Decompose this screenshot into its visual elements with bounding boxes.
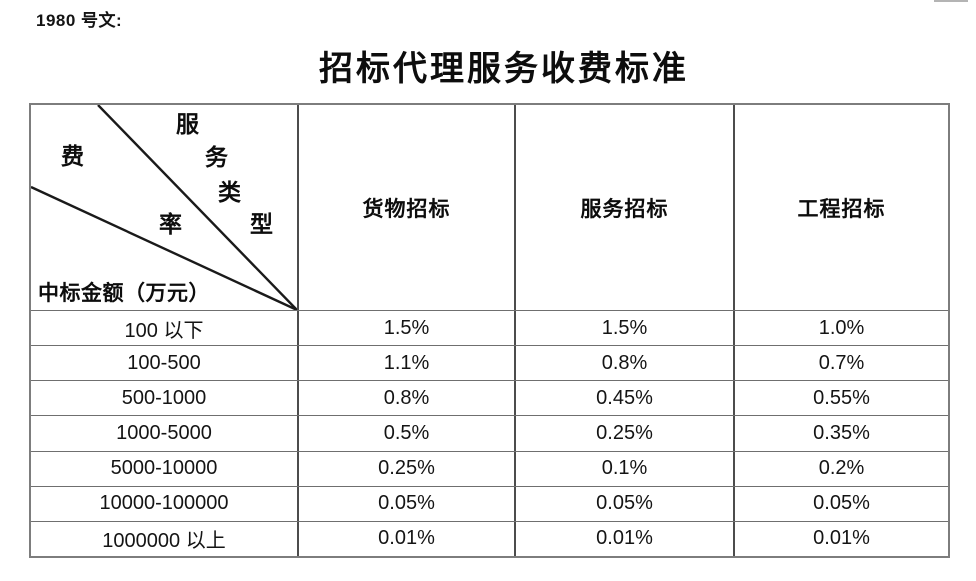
rate-value: 0.2% (818, 457, 865, 480)
rate-value: 0.25% (596, 421, 653, 444)
rate-cell-engineering: 0.7% (733, 346, 948, 381)
amount-range-label: 1000-5000 (116, 421, 212, 444)
rate-cell-service: 1.5% (514, 311, 733, 346)
rate-cell-goods: 0.8% (297, 381, 514, 416)
rate-cell-service: 0.25% (514, 416, 733, 451)
rate-cell-engineering: 0.55% (733, 381, 948, 416)
table-body: 100 以下 1.5% 1.5% 1.0% 100-500 (31, 310, 948, 556)
rate-value: 0.05% (596, 492, 653, 515)
rate-value: 0.01% (813, 527, 870, 550)
rate-cell-goods: 0.05% (297, 486, 514, 521)
rate-value: 0.7% (818, 351, 865, 374)
rate-cell-engineering: 0.05% (733, 486, 948, 521)
corner-label-service-type-char: 型 (250, 212, 273, 237)
amount-range-label: 10000-100000 (99, 492, 229, 515)
column-header-goods-tender: 货物招标 (297, 105, 514, 310)
amount-range-cell: 5000-10000 (31, 452, 297, 486)
rate-cell-service: 0.1% (514, 451, 733, 486)
amount-range-cell: 1000000 以上 (31, 522, 297, 556)
rate-value: 0.01% (378, 527, 435, 550)
amount-range-label: 100 以下 (124, 319, 204, 342)
table-header-row: 服 务 类 型 费 率 中标金额（万元） 货物招标 服务招标 工程招标 (31, 105, 948, 310)
rate-value: 0.8% (383, 386, 430, 409)
page-title: 招标代理服务收费标准 (319, 51, 689, 88)
amount-range-label: 100-500 (127, 351, 201, 374)
rate-value: 0.01% (596, 527, 653, 550)
rate-cell-goods: 1.1% (297, 346, 514, 381)
rate-value: 0.45% (596, 386, 653, 409)
corner-label-service-type-char: 类 (218, 180, 241, 205)
rate-value: 0.5% (383, 421, 430, 444)
table-row: 100 以下 1.5% 1.5% 1.0% (31, 310, 948, 346)
corner-label-fee-rate-char: 率 (159, 212, 182, 237)
rate-cell-service: 0.45% (514, 381, 733, 416)
rate-cell-goods: 0.5% (297, 416, 514, 451)
column-header-engineering-tender: 工程招标 (733, 105, 948, 310)
column-header-service-tender: 服务招标 (514, 105, 733, 310)
amount-range-cell: 100 以下 (31, 311, 297, 345)
diagonal-split-lines (31, 105, 297, 310)
corner-label-bid-amount: 中标金额（万元） (38, 281, 210, 305)
rate-value: 0.8% (601, 351, 648, 374)
amount-range-cell: 500-1000 (31, 381, 297, 415)
table-row: 5000-10000 0.25% 0.1% 0.2% (31, 450, 948, 486)
amount-range-cell: 10000-100000 (31, 487, 297, 521)
document-ref-label: 1980 号文: (36, 11, 123, 30)
rate-value: 0.1% (601, 457, 648, 480)
rate-cell-engineering: 0.2% (733, 451, 948, 486)
rate-cell-service: 0.01% (514, 521, 733, 556)
diagonal-corner-cell: 服 务 类 型 费 率 中标金额（万元） (31, 105, 297, 310)
rate-cell-goods: 0.01% (297, 521, 514, 556)
rate-value: 0.05% (813, 492, 870, 515)
screen-edge-artifact (934, 0, 968, 2)
corner-label-service-type-char: 务 (205, 145, 228, 170)
rate-value: 0.25% (378, 457, 435, 480)
rate-value: 1.1% (383, 351, 430, 374)
rate-value: 0.05% (378, 492, 435, 515)
amount-range-label: 5000-10000 (110, 457, 218, 480)
table-row: 10000-100000 0.05% 0.05% 0.05% (31, 485, 948, 521)
rate-value: 0.55% (813, 386, 870, 409)
rate-value: 1.0% (818, 316, 865, 339)
table-row: 100-500 1.1% 0.8% 0.7% (31, 345, 948, 381)
rate-cell-goods: 1.5% (297, 311, 514, 346)
rate-value: 1.5% (601, 316, 648, 339)
corner-label-service-type-char: 服 (176, 112, 199, 137)
rate-cell-service: 0.05% (514, 486, 733, 521)
rate-cell-goods: 0.25% (297, 451, 514, 486)
amount-range-cell: 100-500 (31, 346, 297, 380)
rate-cell-engineering: 1.0% (733, 311, 948, 346)
rate-cell-engineering: 0.35% (733, 416, 948, 451)
rate-value: 0.35% (813, 421, 870, 444)
fee-standard-table: 服 务 类 型 费 率 中标金额（万元） 货物招标 服务招标 工程招标 100 … (29, 103, 950, 558)
amount-range-cell: 1000-5000 (31, 416, 297, 450)
amount-range-label: 1000000 以上 (102, 530, 226, 553)
rate-value: 1.5% (383, 316, 430, 339)
rate-cell-engineering: 0.01% (733, 521, 948, 556)
amount-range-label: 500-1000 (121, 386, 207, 409)
table-row: 500-1000 0.8% 0.45% 0.55% (31, 380, 948, 416)
table-row: 1000000 以上 0.01% 0.01% 0.01% (31, 520, 948, 556)
rate-cell-service: 0.8% (514, 346, 733, 381)
table-row: 1000-5000 0.5% 0.25% 0.35% (31, 415, 948, 451)
corner-label-fee-rate-char: 费 (61, 144, 84, 169)
